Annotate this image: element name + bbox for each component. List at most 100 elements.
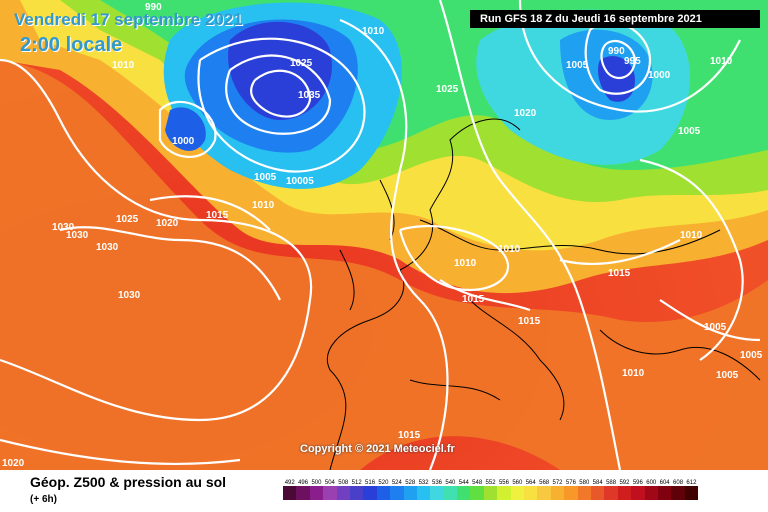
scale-swatch [470,486,484,500]
z500-band-580 [0,60,768,470]
isobar-label: 1030 [66,230,89,241]
isobar-label: 1020 [2,458,25,469]
isobar-label: 1005 [740,350,763,361]
scale-label: 500 [311,480,322,486]
scale-label: 588 [606,480,617,486]
isobar-label: 1010 [112,60,135,71]
scale-swatch [631,486,645,500]
isobar-label: 1025 [436,84,459,95]
scale-swatch [416,486,431,500]
isobar-label: 1030 [118,290,141,301]
scale-swatch [349,486,364,500]
scale-swatch [644,486,658,500]
isobar-label: 1010 [622,368,645,379]
scale-swatch [497,486,511,500]
scale-label: 600 [646,480,657,486]
isobar-label: 1010 [498,244,521,255]
isobar-label: 1015 [206,210,229,221]
isobar-label: 995 [624,56,641,67]
isobar-label: 990 [608,46,625,57]
scale-label: 496 [298,480,309,486]
scale-swatch [390,486,404,500]
isobar-label: 1005 [566,60,589,71]
scale-label: 516 [365,480,376,486]
isobar-label: 990 [145,2,162,13]
scale-swatch [577,486,591,500]
forecast-time: 2:00 locale [20,34,123,56]
scale-swatch [671,486,685,500]
scale-label: 552 [485,480,496,486]
forecast-date: Vendredi 17 septembre 2021 [14,10,243,29]
weather-map: 990 1010 1025 1035 1010 1000 1005 10005 … [0,0,768,470]
scale-label: 512 [351,480,362,486]
isobar-label: 1005 [704,322,727,333]
isobar-label: 1015 [462,294,485,305]
map-canvas: 990 1010 1025 1035 1010 1000 1005 10005 … [0,0,768,470]
scale-swatch [430,486,444,500]
scale-swatch [323,486,337,500]
isobar-label: 1015 [398,430,421,441]
isobar-label: 1005 [678,126,701,137]
scale-label: 540 [445,480,456,486]
isobar-label: 1010 [454,258,477,269]
scale-swatch [296,486,310,500]
scale-label: 580 [579,480,590,486]
isobar-label: 1015 [608,268,631,279]
isobar-label: 1000 [172,136,195,147]
scale-label: 536 [431,480,442,486]
isobar-label: 1020 [156,218,179,229]
scale-label: 520 [378,480,389,486]
scale-swatch [617,486,632,500]
isobar-label: 1015 [518,316,541,327]
scale-swatch [457,486,471,500]
scale-swatch [510,486,525,500]
isobar-label: 1020 [514,108,537,119]
isobar-label: 1010 [710,56,733,67]
isobar-label: 1005 [254,172,277,183]
scale-label: 544 [458,480,469,486]
scale-label: 576 [565,480,576,486]
isobar-label: 1025 [290,58,313,69]
legend-footer: Géop. Z500 & pression au sol (+ 6h) 492 4… [0,470,768,512]
scale-swatch [283,486,297,500]
isobar-label: 1030 [52,222,75,233]
scale-swatch [604,486,618,500]
scale-label: 532 [418,480,429,486]
scale-swatch [524,486,538,500]
isobar-label: 1010 [252,200,275,211]
scale-label: 592 [619,480,630,486]
scale-swatch [657,486,672,500]
scale-label: 596 [632,480,643,486]
scale-label: 508 [338,480,349,486]
isobar-label: 1010 [680,230,703,241]
isobar-label: 1005 [716,370,739,381]
scale-swatch [403,486,417,500]
legend-subtitle: (+ 6h) [30,494,57,505]
scale-label: 564 [525,480,536,486]
scale-swatch [684,486,699,500]
scale-label: 608 [673,480,684,486]
z500-low-east-core [598,56,635,102]
isobar-label: 1035 [298,90,321,101]
scale-swatch [336,486,350,500]
z500-low-west-lobe [165,107,206,151]
copyright: Copyright © 2021 Meteociel.fr [300,443,455,455]
scale-label: 584 [592,480,603,486]
isobar-label: 1000 [648,70,671,81]
scale-swatch [443,486,458,500]
scale-label: 548 [472,480,483,486]
run-info: Run GFS 18 Z du Jeudi 16 septembre 2021 [470,10,760,28]
scale-label: 492 [284,480,295,486]
scale-label: 604 [659,480,670,486]
isobar-label: 1030 [96,242,119,253]
isobar-label: 10005 [286,176,314,187]
legend-title: Géop. Z500 & pression au sol [30,474,227,490]
color-scale: 492 496 500 504 508 512 516 520 524 528 532 536 540 5… [283,480,753,510]
scale-swatch [376,486,391,500]
color-scale-swatches [283,486,753,500]
scale-swatch [564,486,578,500]
scale-swatch [590,486,605,500]
isobar-label: 1010 [362,26,385,37]
scale-label: 560 [512,480,523,486]
scale-label: 612 [686,480,697,486]
